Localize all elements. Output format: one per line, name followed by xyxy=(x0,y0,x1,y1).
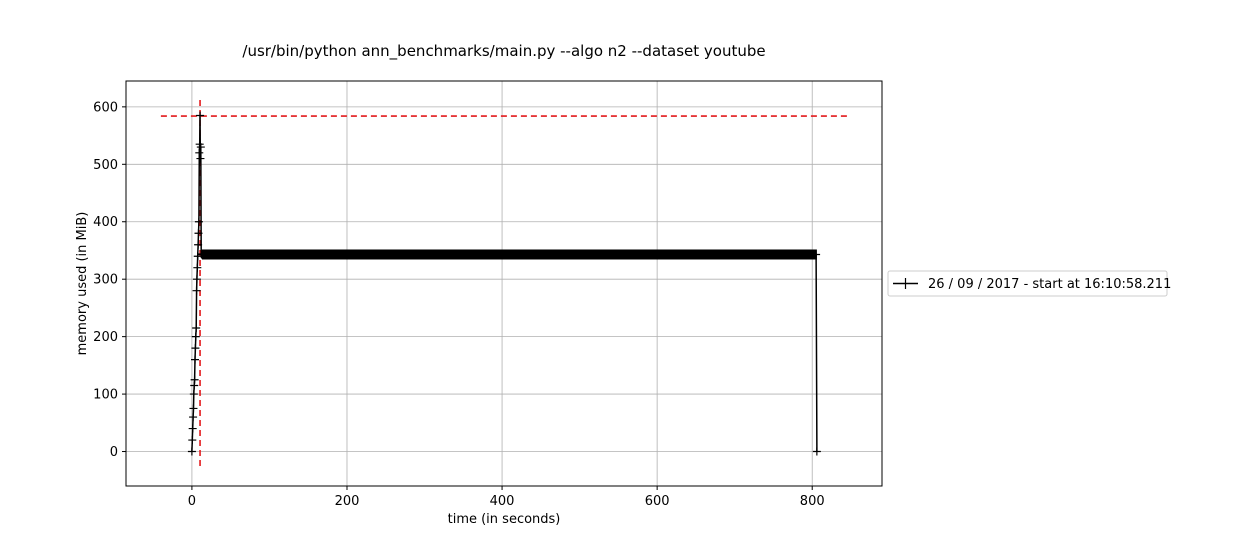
data-point xyxy=(196,154,205,163)
data-point xyxy=(189,390,198,399)
y-tick-label: 400 xyxy=(93,215,118,230)
x-axis: 0 200 400 600 800 xyxy=(188,486,825,509)
data-point xyxy=(196,111,205,120)
data-point xyxy=(192,286,201,295)
series-line xyxy=(191,115,818,452)
x-axis-label: time (in seconds) xyxy=(448,512,561,527)
data-point xyxy=(188,436,197,445)
data-point xyxy=(190,375,199,384)
y-tick-label: 600 xyxy=(93,100,118,115)
data-point xyxy=(196,143,205,152)
legend-label: 26 / 09 / 2017 - start at 16:10:58.211 xyxy=(928,277,1171,292)
y-axis: 0 100 200 300 400 500 600 xyxy=(93,100,126,460)
data-point xyxy=(195,148,204,157)
plateau-marker-band xyxy=(201,249,817,260)
y-axis-label: memory used (in MiB) xyxy=(75,212,90,356)
x-tick-label: 0 xyxy=(188,494,196,509)
data-point xyxy=(189,404,198,413)
chart-title: /usr/bin/python ann_benchmarks/main.py -… xyxy=(242,42,765,61)
x-tick-label: 400 xyxy=(490,494,515,509)
legend-box xyxy=(887,270,1168,297)
legend: 26 / 09 / 2017 - start at 16:10:58.211 xyxy=(887,270,1171,297)
grid xyxy=(126,81,882,486)
data-point xyxy=(191,344,200,353)
data-point xyxy=(194,217,203,226)
y-tick-label: 500 xyxy=(93,158,118,173)
x-tick-label: 200 xyxy=(335,494,360,509)
data-point xyxy=(187,447,196,456)
data-point xyxy=(194,240,203,249)
data-point xyxy=(812,250,821,259)
x-tick-label: 600 xyxy=(645,494,670,509)
data-point xyxy=(191,355,200,364)
reference-lines xyxy=(160,99,848,469)
y-tick-label: 0 xyxy=(110,445,118,460)
data-point xyxy=(194,229,203,238)
data-point xyxy=(193,263,202,272)
data-point xyxy=(192,275,201,284)
series-memory xyxy=(187,111,821,456)
data-point xyxy=(197,250,206,259)
x-tick-label: 800 xyxy=(800,494,825,509)
data-point xyxy=(192,324,201,333)
data-point xyxy=(189,413,198,422)
data-point xyxy=(191,332,200,341)
plot-frame xyxy=(125,80,883,487)
y-tick-label: 200 xyxy=(93,330,118,345)
y-tick-label: 100 xyxy=(93,388,118,403)
data-point xyxy=(812,447,821,456)
data-point xyxy=(188,424,197,433)
y-tick-label: 300 xyxy=(93,273,118,288)
